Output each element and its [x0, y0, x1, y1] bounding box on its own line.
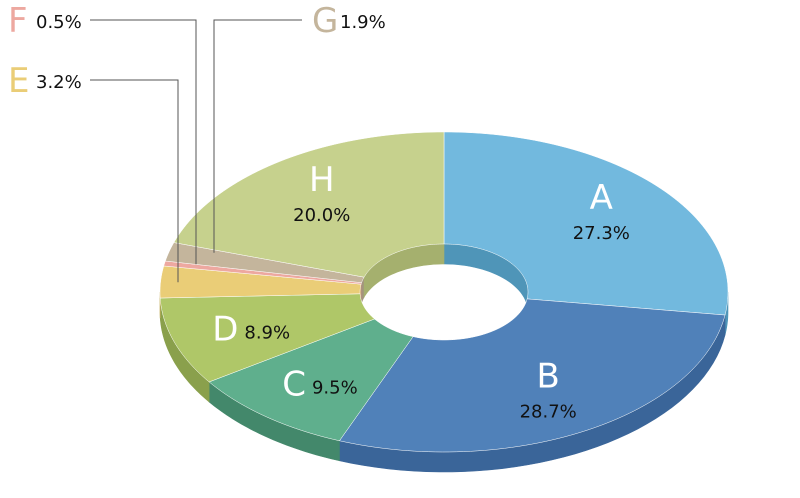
- callout-lines: [90, 19, 302, 283]
- callout-label-g: G: [312, 1, 338, 41]
- slice-labels: A 27.3% B 28.7% C 9.5% D 8.9% E 3.2% F 0.5% G 1.9% H 20…: [8, 1, 630, 423]
- slice-label-c: C: [282, 365, 306, 405]
- callout-line-e: [90, 79, 179, 283]
- callout-label-f: F: [8, 1, 28, 41]
- slice-label-h: H: [309, 160, 335, 200]
- slice-label-a: A: [590, 178, 613, 218]
- slice-label-d: D: [212, 310, 238, 350]
- callout-label-e: E: [8, 61, 29, 101]
- callout-value-g: 1.9%: [340, 12, 386, 33]
- callout-line-g: [213, 19, 302, 253]
- slice-h: [173, 131, 445, 278]
- slice-label-b: B: [537, 357, 560, 397]
- slice-value-b: 28.7%: [520, 402, 577, 423]
- callout-value-f: 0.5%: [36, 12, 82, 33]
- callout-line-f: [90, 19, 197, 265]
- slice-value-c: 9.5%: [312, 378, 358, 399]
- donut-top-slices: [159, 131, 729, 453]
- slice-value-d: 8.9%: [244, 323, 290, 344]
- callout-value-e: 3.2%: [36, 72, 82, 93]
- slice-b: [339, 298, 726, 453]
- slice-value-a: 27.3%: [573, 223, 630, 244]
- slice-value-h: 20.0%: [293, 205, 350, 226]
